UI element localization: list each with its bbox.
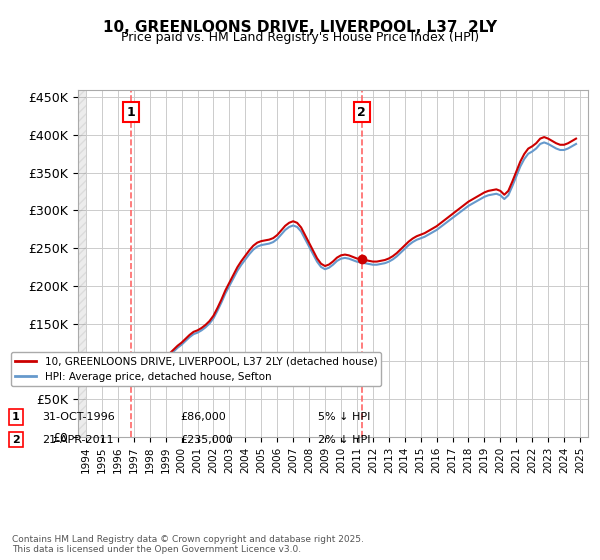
Text: 1: 1 <box>127 106 136 119</box>
Text: 1: 1 <box>12 412 20 422</box>
Text: 2% ↓ HPI: 2% ↓ HPI <box>318 435 371 445</box>
Text: 5% ↓ HPI: 5% ↓ HPI <box>318 412 370 422</box>
Text: £235,000: £235,000 <box>180 435 233 445</box>
Text: Price paid vs. HM Land Registry's House Price Index (HPI): Price paid vs. HM Land Registry's House … <box>121 31 479 44</box>
Text: 10, GREENLOONS DRIVE, LIVERPOOL, L37  2LY: 10, GREENLOONS DRIVE, LIVERPOOL, L37 2LY <box>103 20 497 35</box>
Legend: 10, GREENLOONS DRIVE, LIVERPOOL, L37 2LY (detached house), HPI: Average price, d: 10, GREENLOONS DRIVE, LIVERPOOL, L37 2LY… <box>11 352 382 386</box>
Text: £86,000: £86,000 <box>180 412 226 422</box>
Text: 21-APR-2011: 21-APR-2011 <box>42 435 113 445</box>
Text: Contains HM Land Registry data © Crown copyright and database right 2025.
This d: Contains HM Land Registry data © Crown c… <box>12 535 364 554</box>
Text: 2: 2 <box>358 106 366 119</box>
Text: 2: 2 <box>12 435 20 445</box>
Text: 31-OCT-1996: 31-OCT-1996 <box>42 412 115 422</box>
